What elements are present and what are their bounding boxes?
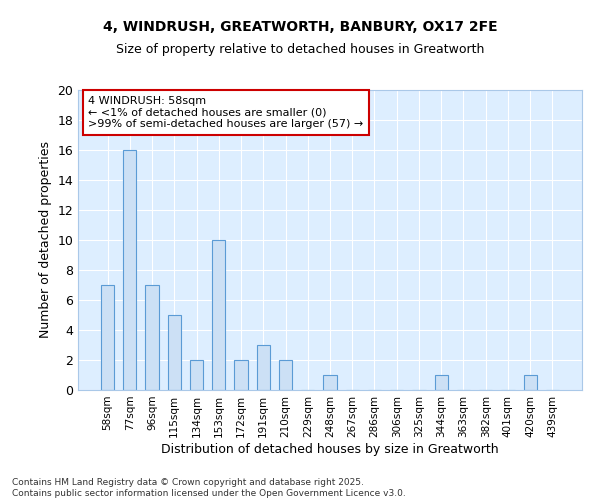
Bar bbox=[190, 360, 203, 390]
Bar bbox=[524, 375, 537, 390]
Bar bbox=[257, 345, 270, 390]
X-axis label: Distribution of detached houses by size in Greatworth: Distribution of detached houses by size … bbox=[161, 442, 499, 456]
Text: Contains HM Land Registry data © Crown copyright and database right 2025.
Contai: Contains HM Land Registry data © Crown c… bbox=[12, 478, 406, 498]
Bar bbox=[235, 360, 248, 390]
Bar bbox=[145, 285, 159, 390]
Text: 4, WINDRUSH, GREATWORTH, BANBURY, OX17 2FE: 4, WINDRUSH, GREATWORTH, BANBURY, OX17 2… bbox=[103, 20, 497, 34]
Bar bbox=[212, 240, 226, 390]
Text: Size of property relative to detached houses in Greatworth: Size of property relative to detached ho… bbox=[116, 42, 484, 56]
Y-axis label: Number of detached properties: Number of detached properties bbox=[39, 142, 52, 338]
Bar bbox=[279, 360, 292, 390]
Bar bbox=[323, 375, 337, 390]
Bar bbox=[434, 375, 448, 390]
Bar bbox=[167, 315, 181, 390]
Text: 4 WINDRUSH: 58sqm
← <1% of detached houses are smaller (0)
>99% of semi-detached: 4 WINDRUSH: 58sqm ← <1% of detached hous… bbox=[88, 96, 364, 129]
Bar bbox=[101, 285, 114, 390]
Bar bbox=[123, 150, 136, 390]
